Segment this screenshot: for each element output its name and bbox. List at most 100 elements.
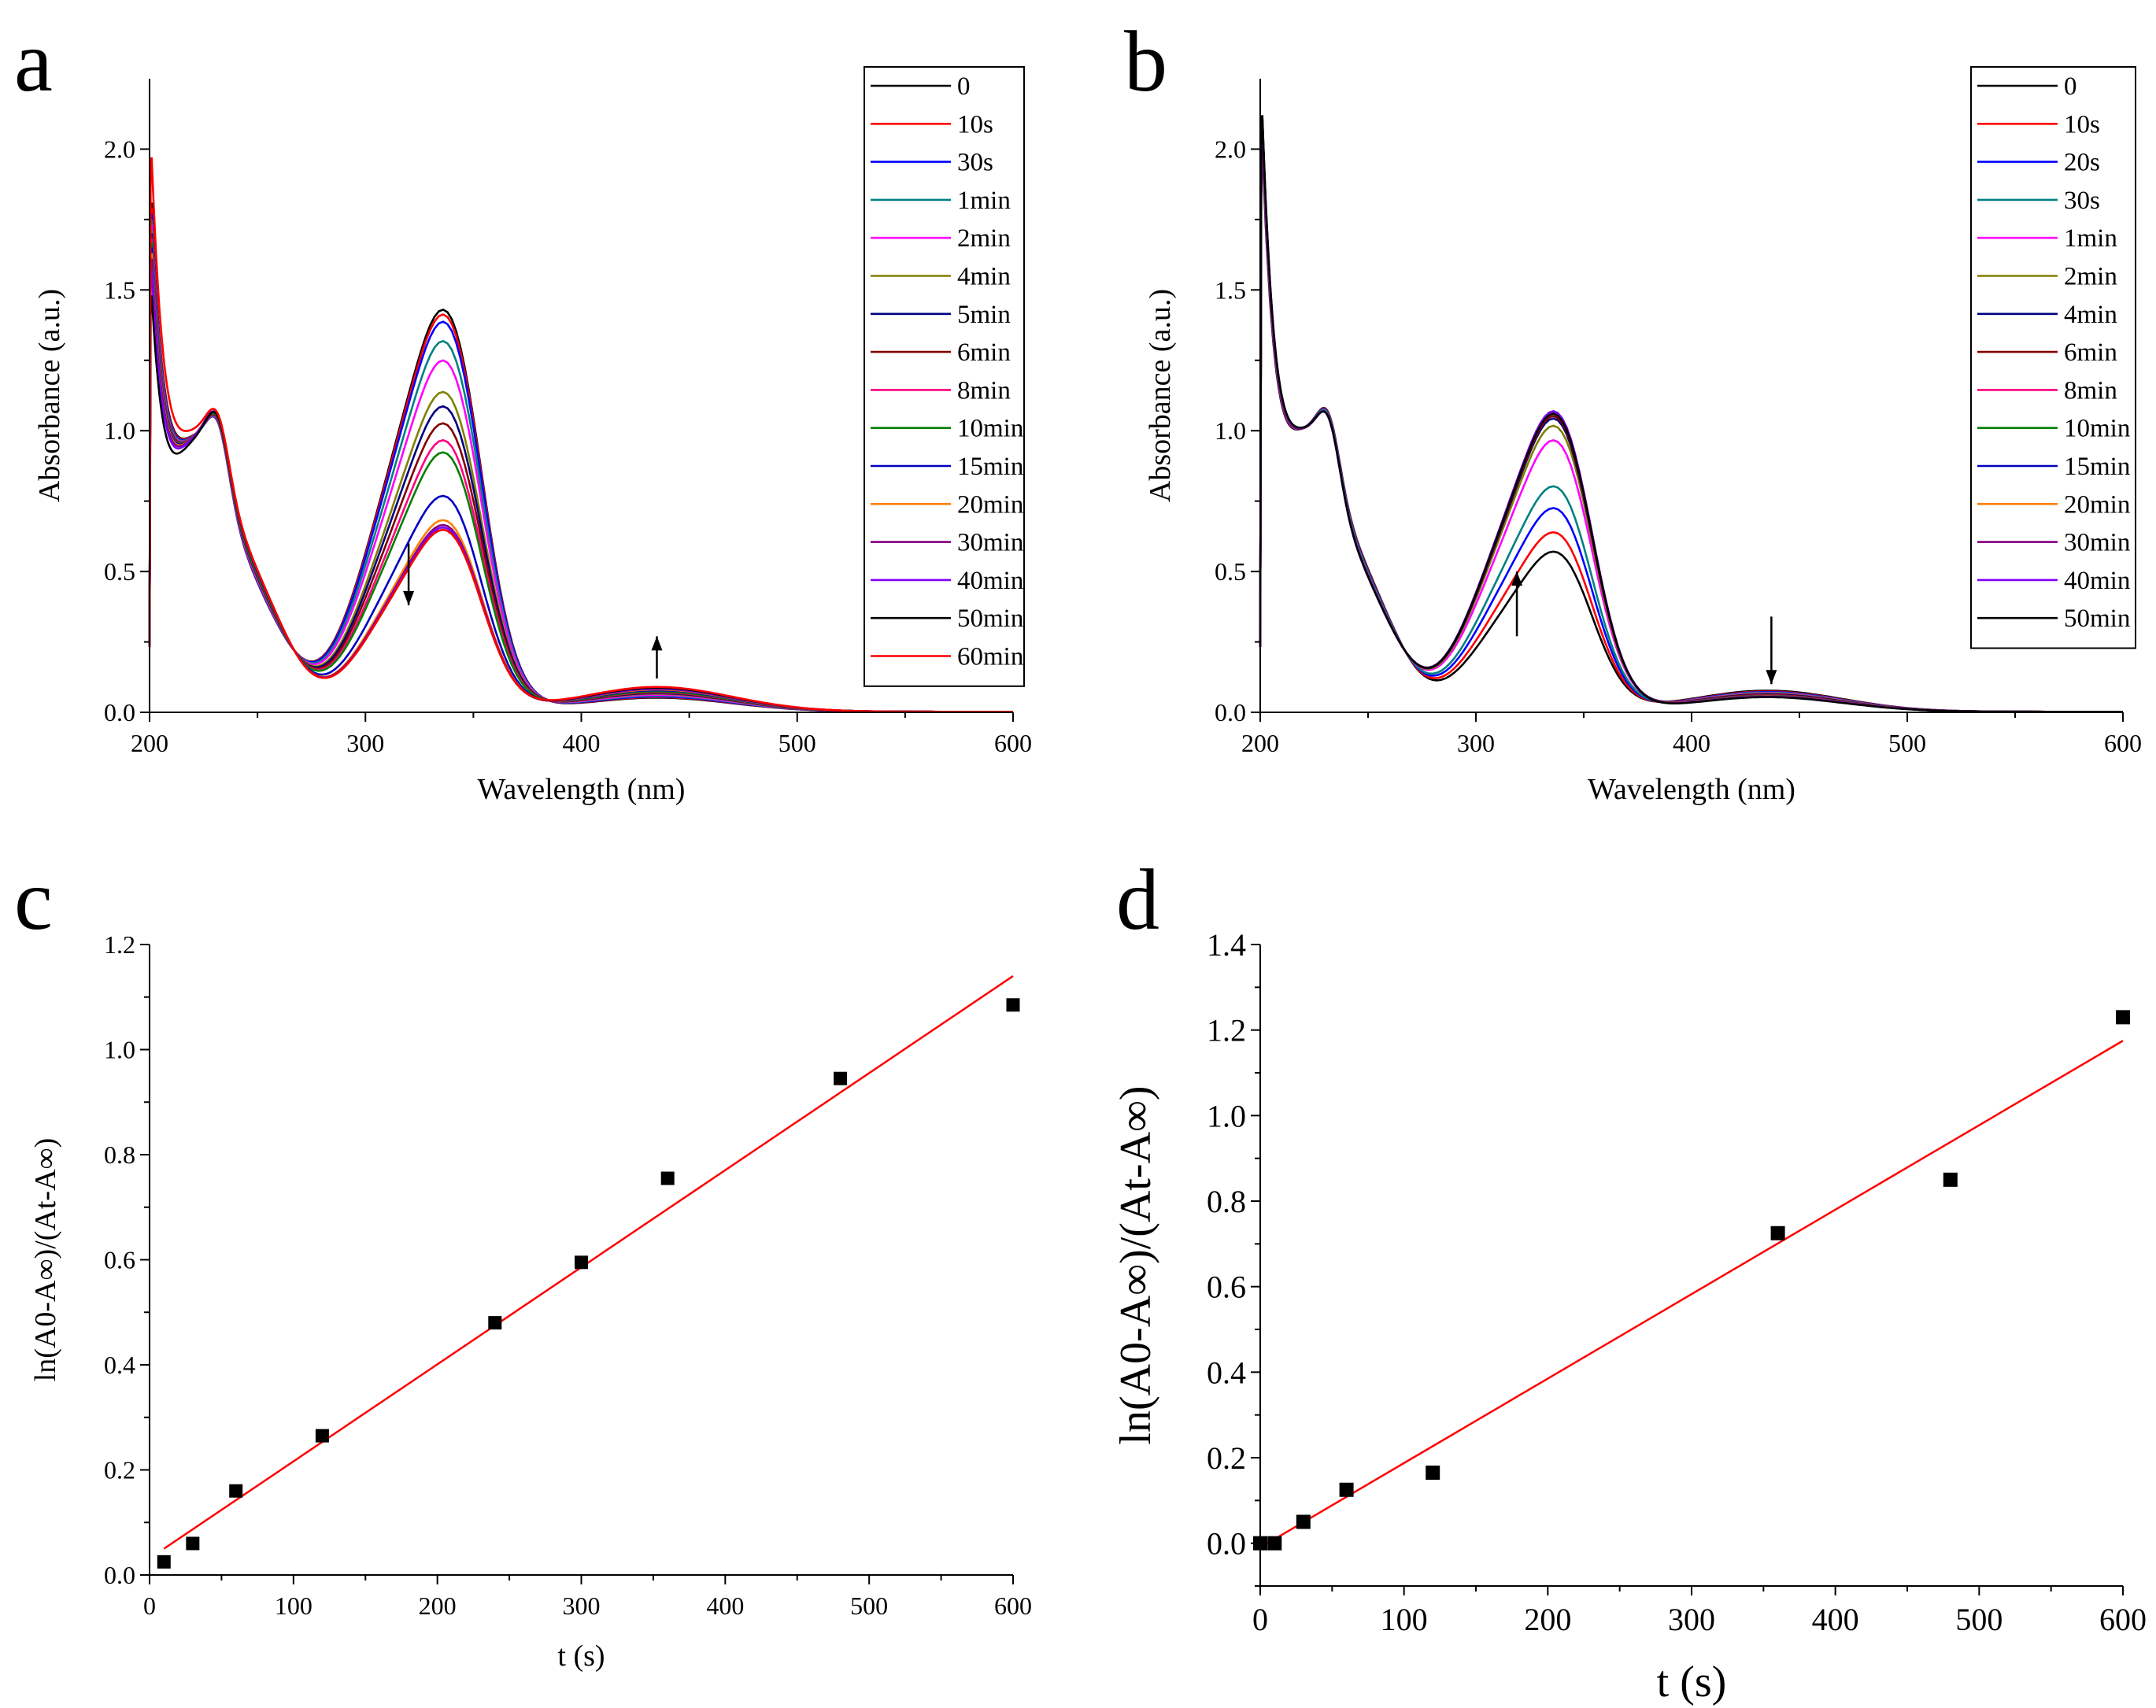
a-legend-label-12: 30min	[957, 529, 1023, 557]
a-y-tick-label: 1.0	[104, 416, 135, 445]
b-down-arrow-head	[1766, 670, 1777, 685]
a-down-arrow-head	[403, 591, 415, 606]
c-y-tick-label: 0.0	[104, 1561, 135, 1589]
d-y-tick-label: 1.0	[1207, 1098, 1246, 1133]
panel-label-c: c	[14, 852, 53, 948]
b-legend-label-13: 40min	[2064, 567, 2130, 595]
b-x-axis-label: Wavelength (nm)	[1588, 773, 1795, 806]
b-legend-box	[1970, 66, 2136, 649]
b-legend-label-11: 20min	[2064, 490, 2130, 519]
d-y-tick-label: 1.2	[1207, 1013, 1246, 1048]
d-x-tick-label: 100	[1381, 1602, 1428, 1637]
d-data-point-3	[1339, 1482, 1354, 1497]
a-legend-label-4: 2min	[957, 224, 1011, 253]
a-x-axis-label: Wavelength (nm)	[478, 773, 686, 806]
d-y-axis-label: ln(A0-A∞)/(At-A∞)	[1111, 1085, 1160, 1444]
d-y-tick-label: 0.4	[1207, 1355, 1246, 1390]
c-y-tick-label: 1.0	[104, 1036, 135, 1064]
c-data-point-3	[315, 1429, 329, 1443]
a-legend-label-7: 6min	[957, 338, 1011, 367]
b-legend-label-9: 10min	[2064, 415, 2130, 443]
b-series-line-14	[1259, 115, 2123, 713]
a-legend-label-3: 1min	[957, 187, 1011, 215]
b-y-tick-label: 0.5	[1215, 557, 1246, 586]
panel-label-b: b	[1124, 13, 1167, 109]
c-y-tick-label: 0.8	[104, 1141, 135, 1169]
chart-panel-c: 0 100 200 300 400 500 600 0.0 0.2 0.4 0.6 0.8 1.0 1.2…	[29, 930, 1032, 1673]
a-x-tick-label: 500	[778, 729, 816, 757]
c-x-tick-label: 100	[275, 1592, 312, 1620]
b-x-tick-label: 200	[1241, 729, 1279, 757]
a-legend-label-6: 5min	[957, 301, 1011, 329]
a-legend-label-9: 10min	[957, 415, 1023, 443]
b-legend-label-6: 4min	[2064, 301, 2117, 329]
b-legend: 0 10s 20s 30s 1min 2min 4min 6min 8min 10min 15min…	[1970, 66, 2136, 649]
a-legend-label-2: 30s	[957, 149, 993, 177]
b-x-tick-label: 300	[1457, 729, 1495, 757]
d-y-tick-label: 1.4	[1207, 927, 1246, 963]
a-legend-label-14: 50min	[957, 604, 1023, 633]
b-legend-label-2: 20s	[2064, 149, 2100, 177]
b-y-axis-label: Absorbance (a.u.)	[1144, 289, 1177, 502]
a-legend-label-13: 40min	[957, 567, 1023, 595]
b-legend-label-8: 8min	[2064, 376, 2117, 405]
d-x-tick-label: 300	[1668, 1602, 1715, 1637]
c-x-tick-label: 400	[706, 1592, 744, 1620]
a-y-tick-label: 1.5	[104, 275, 135, 304]
c-x-axis-label: t (s)	[557, 1640, 605, 1673]
b-legend-label-4: 1min	[2064, 224, 2117, 253]
d-data-point-2	[1296, 1514, 1311, 1529]
c-data-point-1	[186, 1536, 200, 1551]
d-y-tick-label: 0.2	[1207, 1440, 1246, 1476]
b-x-tick-label: 600	[2104, 729, 2142, 757]
b-legend-label-1: 10s	[2064, 110, 2100, 139]
c-y-tick-label: 1.2	[104, 930, 135, 959]
a-y-tick-label: 0.5	[104, 557, 135, 586]
d-data-point-6	[1943, 1172, 1958, 1187]
a-legend-label-0: 0	[957, 72, 971, 101]
a-x-tick-label: 600	[994, 729, 1032, 757]
b-legend-label-3: 30s	[2064, 187, 2100, 215]
b-legend-label-0: 0	[2064, 72, 2077, 101]
a-y-tick-label: 0.0	[104, 698, 135, 726]
b-y-tick-label: 2.0	[1215, 135, 1246, 163]
d-x-tick-label: 400	[1812, 1602, 1859, 1637]
a-x-tick-label: 300	[346, 729, 384, 757]
c-x-tick-label: 300	[563, 1592, 601, 1620]
d-data-point-4	[1426, 1466, 1440, 1481]
d-data-point-5	[1770, 1226, 1785, 1240]
b-x-tick-label: 400	[1673, 729, 1710, 757]
d-x-tick-label: 0	[1252, 1602, 1268, 1637]
a-legend-label-10: 15min	[957, 453, 1023, 481]
chart-panel-b: 200 300 400 500 600 0.0 0.5 1.0 1.5 2.0 Wavelength…	[1144, 66, 2142, 806]
chart-panel-a: 200 300 400 500 600 0.0 0.5 1.0 1.5 2.0 Wavelength…	[33, 66, 1032, 806]
c-x-tick-label: 0	[143, 1592, 156, 1620]
a-legend-label-1: 10s	[957, 110, 993, 139]
d-y-tick-label: 0.6	[1207, 1270, 1246, 1305]
d-x-tick-label: 500	[1955, 1602, 2003, 1637]
a-x-tick-label: 200	[131, 729, 168, 757]
b-legend-label-12: 30min	[2064, 529, 2130, 557]
c-data-point-0	[157, 1555, 171, 1569]
a-series-line-15	[148, 157, 1013, 713]
b-legend-label-10: 15min	[2064, 453, 2130, 481]
c-data-point-2	[229, 1484, 243, 1498]
b-legend-label-14: 50min	[2064, 604, 2130, 633]
b-y-tick-label: 1.5	[1215, 275, 1246, 304]
c-data-point-6	[660, 1171, 675, 1185]
b-up-arrow-head	[1511, 571, 1523, 586]
panel-label-d: d	[1116, 852, 1159, 948]
c-data-point-7	[834, 1071, 848, 1085]
c-data-point-8	[1006, 998, 1020, 1012]
c-x-tick-label: 600	[994, 1592, 1032, 1620]
c-x-tick-label: 500	[850, 1592, 888, 1620]
d-data-point-0	[1253, 1536, 1267, 1551]
c-data-point-4	[488, 1316, 502, 1330]
d-data-point-1	[1267, 1536, 1282, 1551]
d-fit-line	[1259, 1040, 2124, 1549]
c-y-tick-label: 0.4	[104, 1351, 135, 1379]
d-data-point-7	[2116, 1010, 2130, 1025]
panel-label-a: a	[14, 13, 53, 109]
b-series-group	[1259, 115, 2123, 713]
